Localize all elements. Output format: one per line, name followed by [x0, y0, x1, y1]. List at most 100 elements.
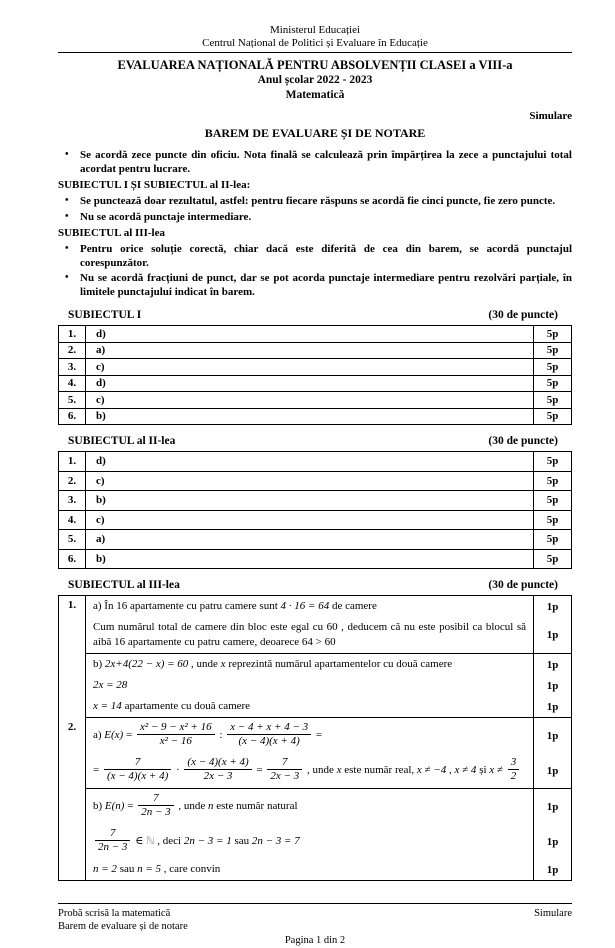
subject3-tbody: 1. a) În 16 apartamente cu patru camere s…: [58, 595, 572, 881]
instruction-text: Se acordă zece puncte din oficiu. Nota f…: [80, 149, 572, 175]
item-answer: c): [85, 391, 534, 409]
text-run: apartamente cu două camere: [121, 700, 251, 712]
item-answer: b): [85, 548, 534, 569]
instruction-item: • Nu se acordă fracțiuni de punct, dar se…: [58, 272, 572, 299]
text-run: x ≠ 4: [454, 764, 477, 777]
item-answer: c): [85, 509, 534, 530]
text-run: și: [476, 764, 490, 777]
fraction-numerator: 7: [267, 756, 303, 770]
instruction-item: • Nu se acordă punctaje intermediare.: [58, 211, 572, 225]
fraction-denominator: (x − 4)(x + 4): [106, 770, 169, 782]
item-number: 2.: [58, 470, 86, 491]
instruction-heading: SUBIECTUL al III-lea: [58, 227, 165, 239]
footer-barem-name: Barem de evaluare și de notare: [58, 921, 188, 932]
text-run: , deci: [154, 835, 184, 848]
subject1-tbody: 1. d) 5p 2. a) 5p 3. c) 5p 4. d) 5p 5. c) 5p 6. b) 5p: [58, 325, 572, 425]
exam-title: EVALUAREA NAȚIONALĂ PENTRU ABSOLVENȚII C…: [117, 58, 513, 72]
solution-row: n = 2 sau n = 5 , care convin 1p: [59, 859, 572, 881]
solution-row: = 7 (x − 4)(x + 4) · (x − 4)(x + 4) 2x − 3…: [59, 753, 572, 789]
solution-line: 2x = 28: [85, 675, 534, 696]
answer-row: 2. a) 5p: [58, 341, 572, 359]
fraction-numerator: (x − 4)(x + 4): [184, 756, 252, 770]
solution-row: 2x = 28 1p: [59, 675, 572, 696]
subject2-title: SUBIECTUL al II-lea: [68, 435, 176, 447]
item-number: 2.: [58, 341, 86, 359]
subject3-heading: SUBIECTUL al III-lea (30 de puncte): [58, 579, 572, 591]
item-number: 6.: [58, 407, 86, 425]
item-answer: b): [85, 407, 534, 425]
fraction-denominator: 2: [510, 770, 517, 782]
item-number: 4.: [58, 374, 86, 392]
subject3-points: (30 de puncte): [488, 579, 558, 591]
solution-line: 7 2n − 3 ∈ ℕ , deci 2n − 3 = 1 sau 2n − 3…: [85, 824, 534, 859]
footer-test-name: Probă scrisă la matematică: [58, 908, 171, 919]
text-run: E(x): [104, 729, 124, 742]
text-run: b): [93, 800, 105, 813]
item-answer: d): [85, 451, 534, 472]
fraction-numerator: x² − 9 − x² + 16: [136, 721, 215, 735]
text-run: de camere: [329, 600, 377, 612]
item-points: 5p: [533, 548, 572, 569]
answer-row: 2. c) 5p: [58, 470, 572, 491]
solution-row: 7 2n − 3 ∈ ℕ , deci 2n − 3 = 1 sau 2n − 3…: [59, 824, 572, 859]
answer-row: 3. c) 5p: [58, 358, 572, 376]
fraction: 7 2n − 3: [138, 792, 174, 819]
line-points: 1p: [533, 696, 572, 718]
bullet-icon: •: [65, 195, 69, 206]
line-points: 1p: [533, 824, 572, 859]
instruction-item: • Pentru orice soluție corectă, chiar dac…: [58, 243, 572, 270]
text-run: x ≠ −4: [416, 764, 447, 777]
text-run: Cum numărul total de camere din bloc est…: [93, 621, 526, 648]
item-number: 1.: [58, 325, 86, 343]
fraction-denominator: 2x − 3: [270, 770, 300, 782]
text-run: 2x = 28: [93, 679, 128, 691]
item-points: 5p: [533, 490, 572, 511]
line-points: 1p: [533, 859, 572, 881]
answer-row: 6. b) 5p: [58, 407, 572, 425]
bullet-icon: •: [65, 149, 69, 160]
subject2-table: 1. d) 5p 2. c) 5p 3. b) 5p 4. c) 5p 5. a) 5p 6. b) 5p: [58, 451, 572, 569]
text-run: 2n − 3 = 7: [251, 835, 300, 848]
text-run: ∈: [132, 835, 147, 848]
item-number: 5.: [58, 391, 86, 409]
item-points: 5p: [533, 374, 572, 392]
text-run: , unde: [188, 658, 221, 670]
text-run: n = 5: [137, 863, 162, 875]
subject3-table: 1. a) În 16 apartamente cu patru camere s…: [58, 595, 572, 881]
fraction-numerator: x − 4 + x + 4 − 3: [227, 721, 312, 735]
subject3-title: SUBIECTUL al III-lea: [68, 579, 180, 591]
text-run: este număr real,: [341, 764, 417, 777]
exam-subject: Matematică: [285, 89, 345, 101]
text-run: sau: [116, 863, 138, 875]
solution-row: x = 14 apartamente cu două camere 1p: [59, 696, 572, 718]
answer-row: 5. a) 5p: [58, 529, 572, 550]
item-answer: c): [85, 470, 534, 491]
fraction: x − 4 + x + 4 − 3 (x − 4)(x + 4): [227, 721, 312, 748]
solution-row: 1. a) În 16 apartamente cu patru camere s…: [58, 595, 572, 718]
fraction-denominator: 2x − 3: [203, 770, 233, 782]
answer-row: 1. d) 5p: [58, 325, 572, 343]
fraction-numerator: 7: [95, 827, 131, 841]
line-points: 1p: [533, 617, 572, 654]
instruction-text: Se punctează doar rezultatul, astfel: pe…: [80, 195, 556, 207]
item-points: 5p: [533, 451, 572, 472]
subject2-points: (30 de puncte): [488, 435, 558, 447]
instruction-text: Nu se acordă fracțiuni de punct, dar se …: [80, 272, 572, 298]
text-run: =: [313, 729, 323, 742]
text-run: sau: [231, 835, 252, 848]
fraction: 7 2x − 3: [267, 756, 303, 783]
text-run: , care convin: [161, 863, 221, 875]
solution-row: b) 2x+4(22 − x) = 60 , unde x reprezintă…: [59, 653, 572, 675]
line-points: 1p: [533, 788, 572, 824]
solution-line: = 7 (x − 4)(x + 4) · (x − 4)(x + 4) 2x − 3…: [85, 753, 534, 789]
item-points: 5p: [533, 407, 572, 425]
text-run: :: [216, 729, 226, 742]
item-points: 5p: [533, 325, 572, 343]
text-run: x ≠: [489, 764, 506, 777]
fraction-numerator: 7: [138, 792, 174, 806]
bullet-icon: •: [65, 272, 69, 283]
session-label: Simulare: [529, 110, 572, 122]
solution-line: b) E(n) = 7 2n − 3 , unde n este număr na…: [85, 788, 534, 824]
solution-row: Cum numărul total de camere din bloc est…: [59, 617, 572, 654]
